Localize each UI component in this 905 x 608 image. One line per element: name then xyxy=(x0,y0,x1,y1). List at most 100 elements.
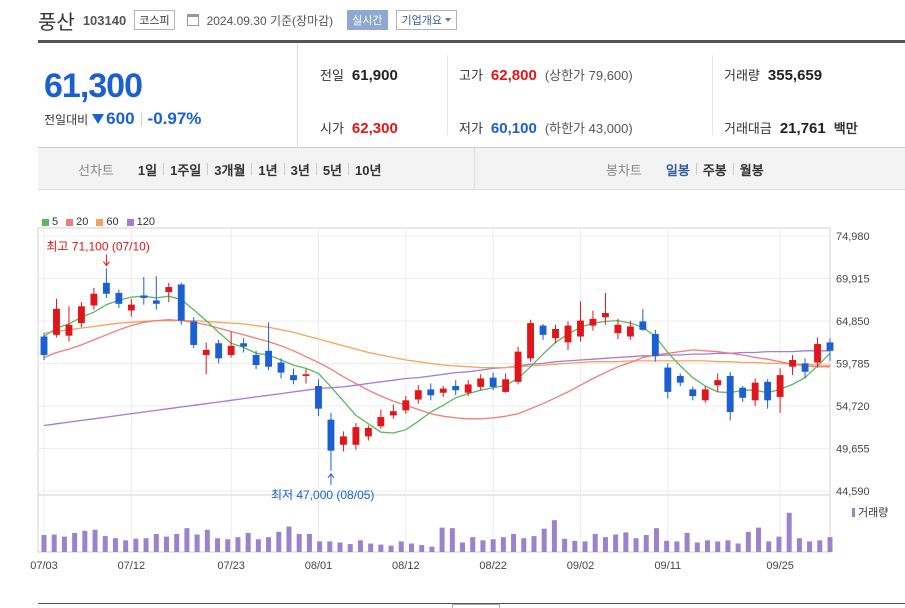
candle-body xyxy=(190,321,198,345)
stat-open: 시가 62,300 xyxy=(320,118,398,137)
period-5y[interactable]: 5년 xyxy=(322,162,343,178)
calendar-icon xyxy=(186,14,199,26)
market-badge: 코스피 xyxy=(134,10,175,30)
current-price: 61,300 xyxy=(44,67,143,105)
volume-bar xyxy=(715,541,721,552)
volume-bar xyxy=(378,544,384,552)
volume-bar xyxy=(41,535,47,552)
candle-body xyxy=(127,304,135,311)
candle-daily[interactable]: 일봉 xyxy=(665,162,690,178)
candle-body xyxy=(90,293,98,306)
legend-ma5: 5 xyxy=(42,216,58,228)
volume-bar xyxy=(664,540,670,552)
stat-label: 전일 xyxy=(320,68,344,83)
x-tick-label: 09/11 xyxy=(654,560,681,572)
period-3y[interactable]: 3년 xyxy=(290,162,310,178)
candle-body xyxy=(165,287,173,293)
stat-label: 고가 xyxy=(459,68,483,83)
candle-body xyxy=(539,325,547,335)
candle-body xyxy=(227,345,235,355)
divider xyxy=(712,55,713,135)
period-10y[interactable]: 10년 xyxy=(355,162,382,178)
stat-value: 62,800 xyxy=(490,67,537,84)
divider xyxy=(207,163,209,175)
period-1w[interactable]: 1주일 xyxy=(170,162,202,178)
legend-swatch xyxy=(96,218,104,226)
chart-area: 74,980 69,915 64,850 59,785 54,720 49,655 44,5… xyxy=(0,212,905,608)
low-arrow-head xyxy=(327,472,335,479)
volume-bar xyxy=(235,537,241,552)
volume-bar xyxy=(623,532,629,552)
realtime-button[interactable]: 실시간 xyxy=(347,10,388,30)
candle-body xyxy=(77,306,85,324)
company-overview-button[interactable]: 기업개요 xyxy=(395,10,458,30)
divider xyxy=(163,163,165,175)
collapse-handle[interactable] xyxy=(452,604,500,608)
candle-body xyxy=(639,321,647,330)
candle-chart-label: 봉차트 xyxy=(606,162,642,178)
y-tick-label: 49,655 xyxy=(836,444,870,456)
x-tick-label: 08/12 xyxy=(392,560,420,572)
volume-bar xyxy=(705,540,711,552)
volume-bar xyxy=(419,545,425,552)
candlestick-chart: 74,980 69,915 64,850 59,785 54,720 49,655 44,5… xyxy=(30,227,870,572)
candle-body xyxy=(402,400,410,411)
legend-label: 5 xyxy=(52,216,59,228)
volume-bar xyxy=(480,540,486,552)
legend-label: 120 xyxy=(136,216,155,228)
volume-bar xyxy=(72,532,78,552)
candle-monthly[interactable]: 월봉 xyxy=(739,162,764,178)
high-annotation: 최고 71,100 (07/10) xyxy=(46,240,149,254)
divider xyxy=(140,112,142,126)
period-1d[interactable]: 1일 xyxy=(137,162,158,178)
volume-bar xyxy=(133,538,139,552)
stock-code: 103140 xyxy=(82,12,127,28)
period-3m[interactable]: 3개월 xyxy=(214,162,246,178)
volume-bar xyxy=(306,533,312,552)
volume-bar xyxy=(296,533,302,552)
chevron-down-icon xyxy=(445,18,452,22)
volume-bar xyxy=(643,535,649,552)
volume-bar xyxy=(449,528,455,552)
volume-bar xyxy=(255,539,261,552)
volume-bar xyxy=(174,533,180,552)
candle-body xyxy=(240,343,248,347)
volume-bar xyxy=(327,541,333,552)
candle-body xyxy=(427,389,435,396)
legend-ma20: 20 xyxy=(66,216,88,228)
candle-body xyxy=(252,354,260,366)
volume-bar xyxy=(102,536,108,552)
candle-body xyxy=(352,427,360,445)
x-tick-label: 08/01 xyxy=(305,560,333,572)
volume-bar xyxy=(776,536,782,552)
legend-ma60: 60 xyxy=(96,216,119,228)
x-tick-label: 08/22 xyxy=(479,560,507,572)
change-label: 전일대비 xyxy=(44,112,89,127)
y-tick-label: 54,720 xyxy=(836,401,870,413)
volume-bar xyxy=(807,541,813,552)
volume-bar xyxy=(674,541,680,552)
divider xyxy=(695,163,697,175)
volume-bar xyxy=(276,531,282,552)
candle-weekly[interactable]: 주봉 xyxy=(702,162,727,178)
volume-bar xyxy=(51,534,57,552)
stat-value: 355,659 xyxy=(767,67,823,84)
x-tick-label: 07/23 xyxy=(217,560,245,572)
candle-body xyxy=(789,360,797,367)
volume-bar xyxy=(500,537,506,552)
volume-bar xyxy=(184,528,190,552)
candle-body xyxy=(764,381,772,401)
candle-body xyxy=(614,324,622,334)
stat-volume: 거래량 355,659 xyxy=(724,65,822,84)
stat-label: 거래대금 xyxy=(724,121,772,136)
candle-body xyxy=(801,363,809,372)
candle-body xyxy=(152,300,160,304)
stock-name: 풍산 xyxy=(38,11,75,34)
volume-bar xyxy=(225,539,231,552)
x-tick-label: 07/12 xyxy=(118,560,146,572)
stat-prev-close: 전일 61,900 xyxy=(320,65,398,84)
divider xyxy=(732,163,734,175)
period-1y[interactable]: 1년 xyxy=(258,162,278,178)
volume-bar xyxy=(796,538,802,552)
candle-body xyxy=(477,378,485,387)
